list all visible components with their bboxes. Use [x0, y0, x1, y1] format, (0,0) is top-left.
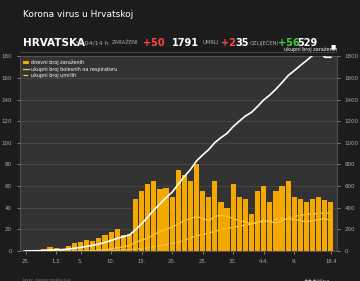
Bar: [176, 170, 181, 251]
Bar: [292, 197, 297, 251]
Bar: [90, 241, 95, 251]
Text: +56: +56: [278, 38, 300, 47]
Bar: [237, 197, 242, 251]
Bar: [41, 249, 46, 251]
Bar: [255, 191, 260, 251]
Bar: [102, 235, 108, 251]
Bar: [139, 191, 144, 251]
Bar: [285, 181, 291, 251]
Text: 35: 35: [235, 38, 249, 47]
Bar: [60, 249, 65, 251]
Bar: [151, 181, 157, 251]
Text: +50: +50: [143, 38, 165, 47]
Bar: [200, 191, 205, 251]
Bar: [66, 246, 71, 251]
Bar: [127, 234, 132, 251]
Text: 1791: 1791: [172, 38, 199, 47]
Bar: [212, 181, 217, 251]
Bar: [267, 202, 273, 251]
Bar: [249, 214, 254, 251]
Bar: [188, 181, 193, 251]
Text: Korona virus u Hrvatskoj: Korona virus u Hrvatskoj: [23, 10, 133, 19]
Text: 529: 529: [297, 38, 318, 47]
Bar: [78, 242, 83, 251]
Bar: [273, 191, 279, 251]
Bar: [182, 175, 187, 251]
Text: +2: +2: [221, 38, 236, 47]
Text: Izvor: hanza media d.d.: Izvor: hanza media d.d.: [23, 278, 71, 281]
Bar: [231, 184, 236, 251]
Bar: [261, 186, 266, 251]
Bar: [23, 250, 28, 251]
Bar: [133, 199, 138, 251]
Text: ZARAŽENI: ZARAŽENI: [112, 40, 138, 45]
Bar: [108, 232, 114, 251]
Bar: [206, 197, 211, 251]
Bar: [72, 243, 77, 251]
Bar: [35, 250, 40, 251]
Bar: [121, 235, 126, 251]
Bar: [194, 164, 199, 251]
Bar: [54, 248, 59, 251]
Bar: [157, 189, 162, 251]
Bar: [279, 186, 285, 251]
Text: HRVATSKA: HRVATSKA: [23, 38, 85, 47]
Text: ukupni broj zaraženih: ukupni broj zaraženih: [284, 47, 337, 52]
Legend: dnevni broj zaraženih, ukupni broj bolesnih na respiratoru, ukupni broj umrlih: dnevni broj zaraženih, ukupni broj boles…: [22, 59, 118, 79]
Bar: [243, 199, 248, 251]
Bar: [48, 247, 53, 251]
Text: 16.04/14 h: 16.04/14 h: [75, 40, 109, 45]
Bar: [298, 199, 303, 251]
Bar: [96, 238, 102, 251]
Text: ✦✦✦Hina: ✦✦✦Hina: [304, 278, 330, 281]
Bar: [114, 229, 120, 251]
Bar: [310, 199, 315, 251]
Bar: [219, 202, 224, 251]
Text: OZLIJEČENI: OZLIJEČENI: [250, 40, 279, 46]
Bar: [84, 240, 89, 251]
Bar: [225, 208, 230, 251]
Bar: [304, 202, 309, 251]
Text: ■: ■: [330, 44, 336, 49]
Bar: [316, 197, 321, 251]
Text: UMRLI: UMRLI: [202, 40, 219, 45]
Bar: [170, 197, 175, 251]
Bar: [163, 188, 168, 251]
Bar: [322, 200, 327, 251]
Bar: [328, 202, 333, 251]
Bar: [145, 184, 150, 251]
